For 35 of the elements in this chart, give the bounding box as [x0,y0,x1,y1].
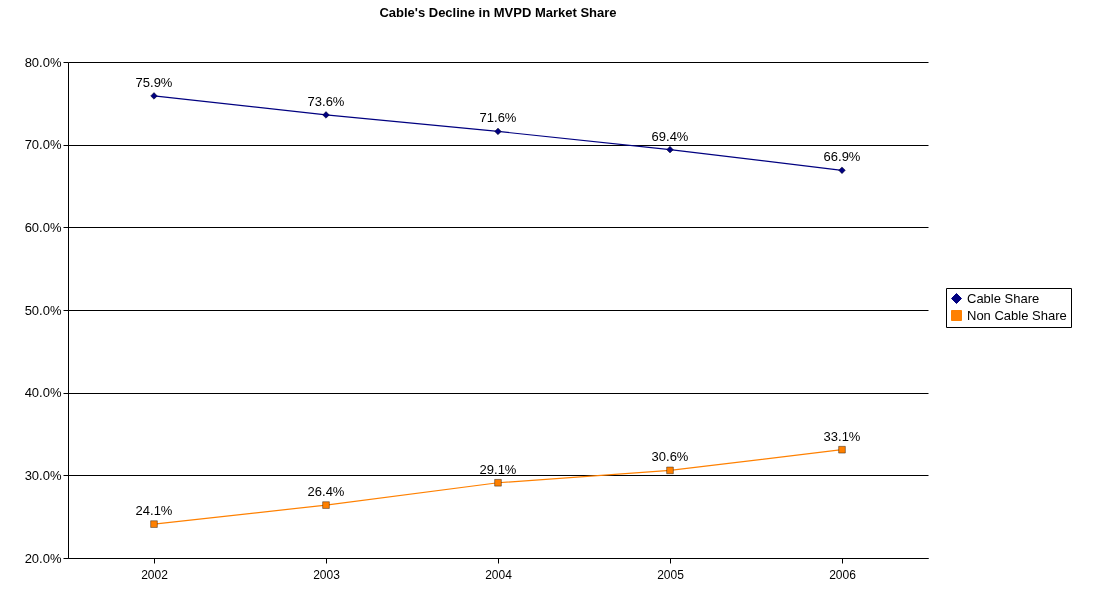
x-tick-label: 2003 [313,567,341,582]
point [666,145,674,154]
data-label: 73.6% [307,93,345,109]
y-tick-label: 80.0% [24,54,62,70]
legend-label: Non Cable Share [967,307,1067,323]
point [494,479,502,487]
point [322,111,330,119]
x-tick-label: 2005 [657,567,685,582]
data-label: 26.4% [307,484,345,500]
legend-label: Cable Share [967,290,1040,306]
y-tick-label: 50.0% [24,302,62,318]
data-label: 66.9% [823,149,861,165]
data-label: 33.1% [823,428,861,444]
point [322,501,330,509]
y-tick-label: 20.0% [24,550,62,566]
point [150,92,158,100]
point [838,166,846,175]
point [150,520,158,528]
data-label: 71.6% [479,110,517,126]
x-tick-label: 2006 [829,567,857,582]
y-tick-label: 70.0% [24,137,62,153]
data-label: 69.4% [651,128,689,144]
point [666,466,674,475]
data-label: 75.9% [135,74,173,90]
point [494,127,502,136]
y-tick-label: 30.0% [24,467,62,483]
chart-title: Cable's Decline in MVPD Market Share [379,5,617,20]
y-tick-label: 60.0% [24,219,62,235]
x-tick-label: 2004 [485,567,513,582]
data-label: 29.1% [479,461,517,477]
y-tick-label: 40.0% [24,385,62,401]
point [838,445,846,454]
x-tick-label: 2002 [141,567,169,582]
data-label: 24.1% [135,503,173,519]
data-label: 30.6% [651,449,689,465]
